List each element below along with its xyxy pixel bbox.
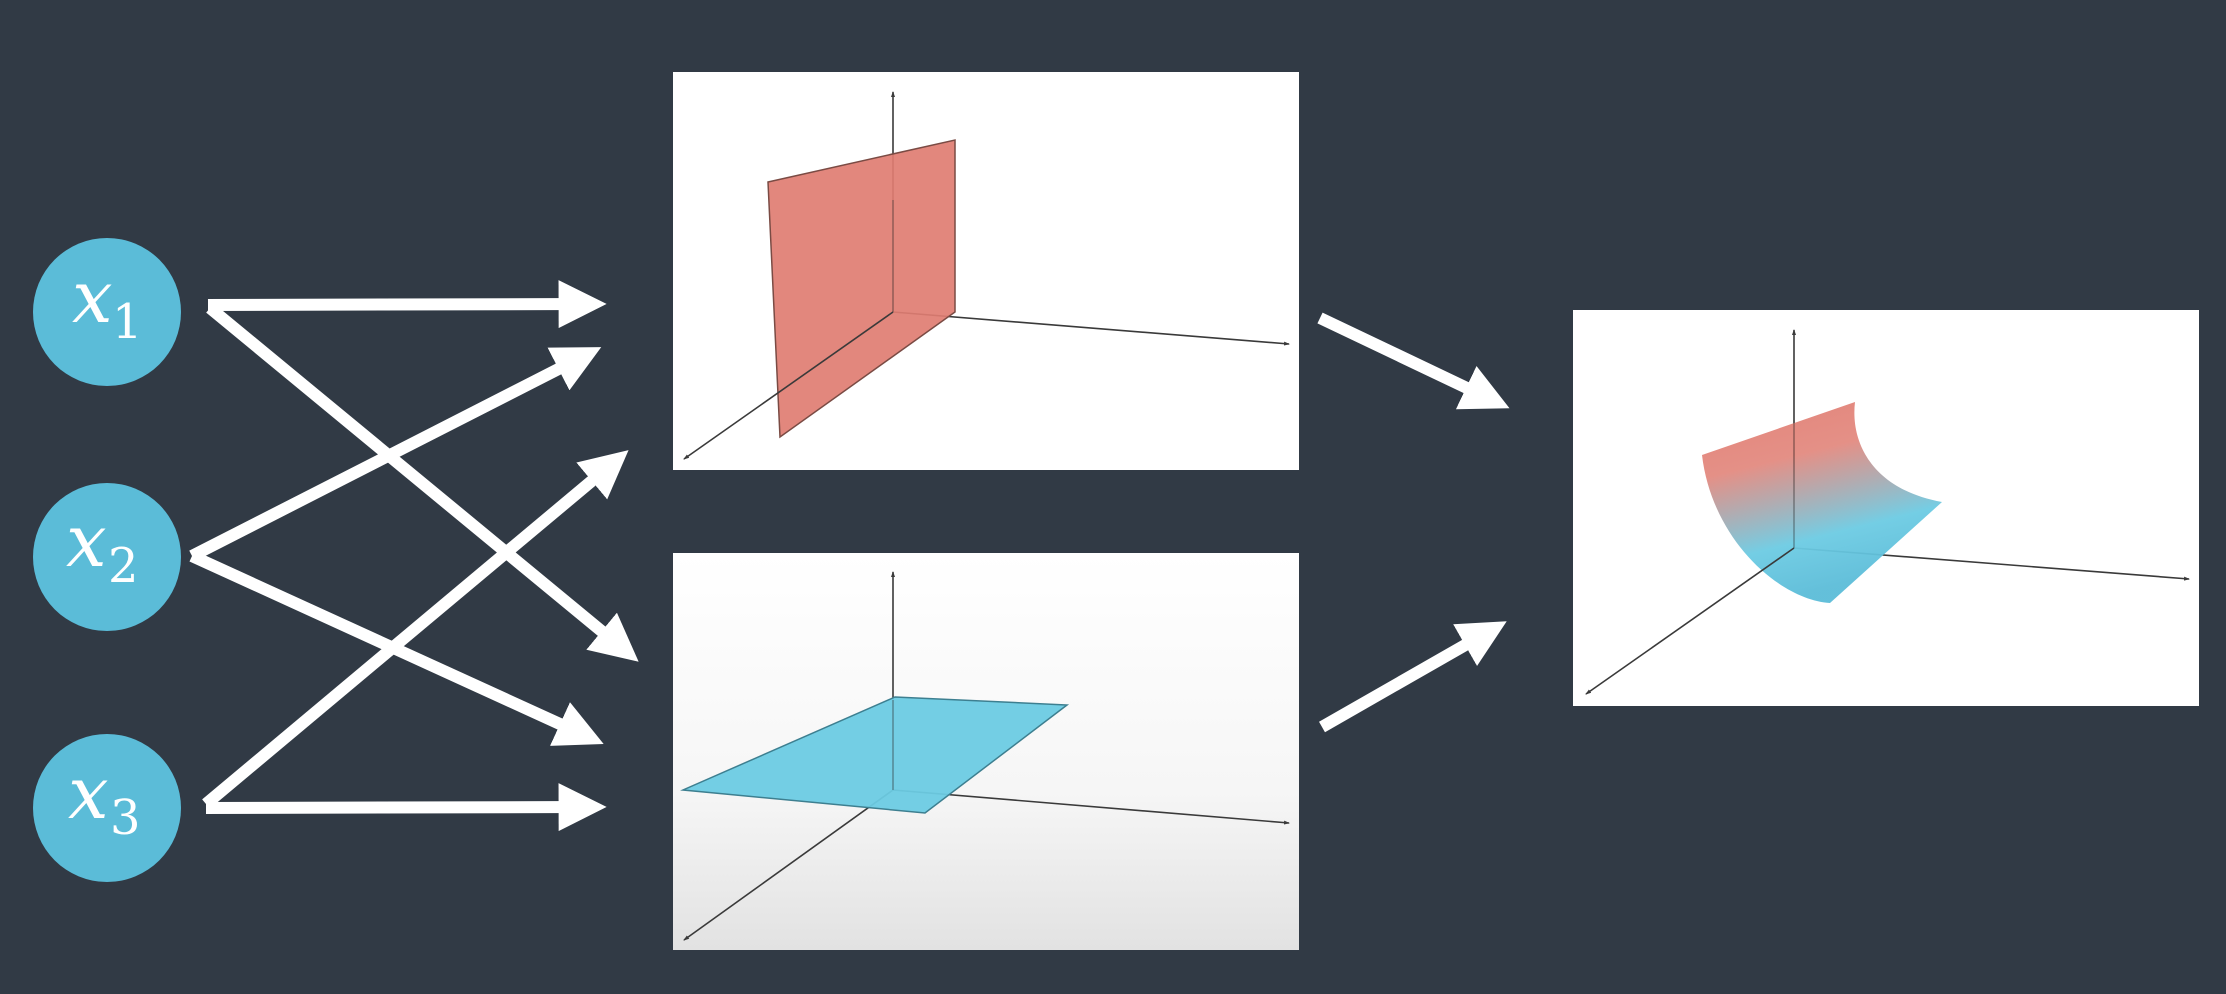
input-node-x1-sub: 1 bbox=[112, 294, 143, 350]
arrow-x3-to-horizontal-plane bbox=[205, 783, 607, 832]
input-node-x1-var: x bbox=[72, 255, 113, 339]
horizontal-plane-surface bbox=[680, 696, 1070, 814]
vertical-plane-plot-x-axis bbox=[892, 311, 1290, 346]
input-node-x2: x 2 bbox=[33, 483, 181, 631]
arrow-horizontal-plane-to-combined bbox=[1319, 621, 1507, 733]
input-node-x3: x 3 bbox=[33, 734, 181, 882]
input-connections bbox=[189, 280, 639, 832]
horizontal-plane-plot-y-axis bbox=[683, 789, 894, 941]
vertical-plane-plot-background bbox=[673, 72, 1299, 470]
input-node-x3-sub: 3 bbox=[110, 790, 141, 846]
input-node-x2-var: x bbox=[66, 499, 107, 583]
arrow-x1-to-vertical-plane bbox=[207, 280, 607, 329]
arrow-vertical-plane-to-combined bbox=[1317, 312, 1510, 410]
input-node-x2-circle bbox=[33, 483, 181, 631]
output-connections bbox=[1317, 312, 1510, 733]
vertical-plane-plot bbox=[673, 72, 1299, 470]
input-nodes: x 1 x 2 x 3 bbox=[33, 238, 181, 882]
input-node-x2-sub: 2 bbox=[108, 538, 139, 594]
arrow-x3-to-vertical-plane bbox=[202, 450, 629, 809]
combined-surface-plot-y-axis bbox=[1585, 547, 1795, 695]
input-node-x1: x 1 bbox=[33, 238, 181, 386]
input-node-x3-circle bbox=[33, 734, 181, 882]
vertical-plane-plot-y-axis bbox=[683, 311, 894, 460]
vertical-plane-surface bbox=[767, 139, 956, 439]
arrow-x1-to-horizontal-plane bbox=[206, 303, 639, 662]
combined-curved-surface bbox=[1702, 402, 1942, 603]
combined-surface-plot bbox=[1573, 310, 2199, 706]
arrow-x2-to-vertical-plane bbox=[189, 347, 602, 562]
horizontal-plane-plot bbox=[673, 553, 1299, 950]
input-node-x1-circle bbox=[33, 238, 181, 386]
horizontal-plane-plot-x-axis bbox=[892, 789, 1290, 825]
input-node-x3-var: x bbox=[68, 751, 109, 835]
